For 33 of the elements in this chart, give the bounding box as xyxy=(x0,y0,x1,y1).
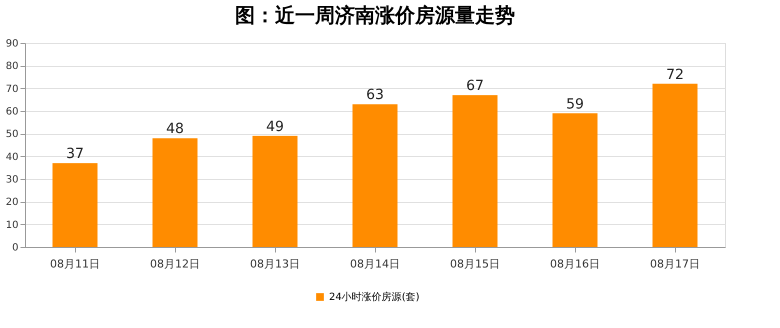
y-tick-label: 10 xyxy=(6,220,18,231)
y-tick-label: 60 xyxy=(6,106,18,118)
bar xyxy=(452,95,498,247)
y-tick-label: 50 xyxy=(6,129,18,140)
x-tick-label: 08月14日 xyxy=(350,258,400,270)
bar xyxy=(252,136,298,247)
data-label: 63 xyxy=(366,87,384,104)
x-tick-label: 08月11日 xyxy=(50,258,100,270)
y-tick-label: 40 xyxy=(6,152,18,163)
x-tick-label: 08月12日 xyxy=(150,258,200,270)
data-label: 72 xyxy=(666,66,684,83)
y-tick-label: 20 xyxy=(6,197,18,208)
legend-label: 24小时涨价房源(套) xyxy=(329,291,420,303)
x-tick-label: 08月17日 xyxy=(650,258,700,270)
data-label: 49 xyxy=(266,118,284,135)
data-label: 59 xyxy=(566,96,584,112)
y-tick-label: 90 xyxy=(6,38,18,50)
y-tick-label: 0 xyxy=(12,242,18,254)
y-tick-label: 70 xyxy=(6,84,18,95)
bar xyxy=(152,138,198,247)
y-tick-label: 30 xyxy=(6,174,18,186)
x-tick-label: 08月15日 xyxy=(450,258,500,270)
bar xyxy=(52,163,98,247)
data-label: 37 xyxy=(66,146,84,162)
data-label: 67 xyxy=(466,78,484,94)
bar xyxy=(352,104,398,247)
data-label: 48 xyxy=(166,121,184,138)
y-tick-label: 80 xyxy=(6,61,18,72)
x-tick-label: 08月13日 xyxy=(250,258,300,270)
x-tick-label: 08月16日 xyxy=(550,258,600,270)
bar xyxy=(552,113,598,247)
chart-title: 图：近一周济南涨价房源量走势 xyxy=(235,3,515,27)
bar xyxy=(652,84,698,247)
